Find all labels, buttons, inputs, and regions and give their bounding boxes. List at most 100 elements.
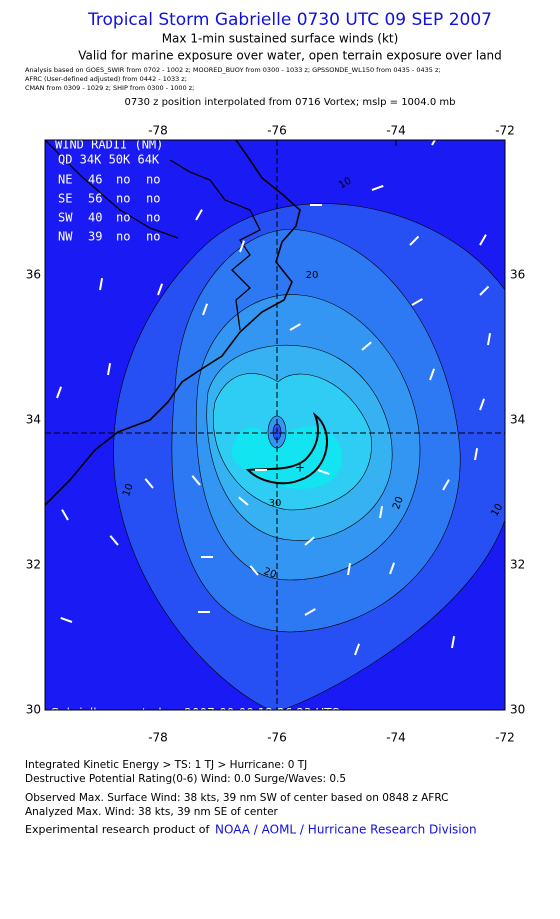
- wind-barb: [195, 209, 203, 221]
- wind-barb: [371, 184, 384, 191]
- wind-barb: [474, 448, 479, 461]
- radii-cell: 39: [88, 230, 102, 244]
- radii-cell: NE: [58, 173, 72, 187]
- lon-tick-label: -74: [386, 731, 406, 745]
- wind-radii-table: WIND RADII (NM) QD 34K 50K 64K NE 46 no no S…: [55, 138, 163, 244]
- radii-cell: NW: [58, 230, 73, 244]
- wind-barb: [431, 140, 437, 146]
- radii-cell: no: [116, 211, 130, 225]
- radii-cell: no: [146, 211, 160, 225]
- contour-label: 30: [269, 498, 282, 509]
- contour-label: 20: [391, 495, 406, 511]
- contour-label: 20: [306, 270, 319, 281]
- wind-barb: [191, 475, 201, 486]
- radii-header: QD 34K 50K 64K: [58, 153, 160, 167]
- lat-tick-label: 36: [26, 268, 41, 282]
- wind-barb: [361, 341, 372, 351]
- lon-tick-label: -78: [148, 731, 168, 745]
- title: Tropical Storm Gabrielle 0730 UTC 09 SEP…: [87, 10, 492, 30]
- center-mark: +: [295, 461, 305, 475]
- lat-tick-label: 36: [510, 268, 525, 282]
- lon-tick-label: -76: [267, 124, 287, 138]
- wind-barb: [107, 363, 112, 376]
- contour-label: 10: [489, 502, 505, 519]
- credit: Gabrielle - created on 2007-09-09 12:26:…: [50, 706, 339, 720]
- position-note: 0730 z position interpolated from 0716 V…: [125, 97, 456, 108]
- wind-barb: [239, 240, 246, 253]
- wind-barbs: [56, 140, 492, 656]
- wind-barb: [409, 235, 420, 246]
- subtitle: Max 1-min sustained surface winds (kt): [162, 32, 399, 46]
- footer-line: Observed Max. Surface Wind: 38 kts, 39 n…: [25, 792, 448, 804]
- wind-barb: [157, 283, 164, 296]
- contour-band: [231, 426, 343, 489]
- source-line: Analysis based on GOES_SWIR from 0702 - …: [25, 66, 441, 74]
- wind-barb: [442, 479, 450, 491]
- lon-tick-label: -78: [148, 124, 168, 138]
- radii-cell: no: [116, 173, 130, 187]
- radii-cell: 40: [88, 211, 102, 225]
- lat-tick-label: 32: [510, 558, 525, 572]
- lon-tick-label: -72: [495, 731, 515, 745]
- lat-tick-label: 34: [510, 413, 525, 427]
- wind-barb: [411, 298, 423, 306]
- wind-barb: [289, 323, 301, 331]
- radii-cell: no: [146, 173, 160, 187]
- wind-barb: [451, 636, 456, 649]
- coastline: [45, 140, 301, 506]
- map-frame: [44, 139, 506, 711]
- wind-barb: [249, 565, 259, 576]
- wind-barb: [304, 536, 315, 546]
- coastline: [169, 159, 261, 331]
- wind-barb: [479, 398, 486, 411]
- radii-cell: no: [116, 230, 130, 244]
- lon-tick-label: -74: [386, 124, 406, 138]
- contour-label: 20: [262, 566, 278, 581]
- wind-barb: [347, 563, 352, 576]
- contour-30: [245, 412, 328, 485]
- radii-cell: 56: [88, 192, 102, 206]
- map: + WIND RADII (NM) QD 34K 50K 64K NE 46 no n…: [45, 138, 505, 720]
- source-line: AFRC (User-defined adjusted) from 0442 -…: [25, 75, 187, 83]
- source-line: CMAN from 0309 - 1029 z; SHIP from 0300 …: [25, 84, 194, 92]
- lat-tick-label: 30: [510, 703, 525, 717]
- valid-note: Valid for marine exposure over water, op…: [78, 49, 502, 63]
- lat-tick-label: 32: [26, 558, 41, 572]
- wind-barb: [304, 608, 316, 616]
- wind-barb: [479, 285, 490, 296]
- wind-barb: [144, 478, 154, 489]
- wind-barb: [389, 562, 396, 575]
- lon-tick-label: -72: [495, 124, 515, 138]
- radii-title: WIND RADII (NM): [55, 138, 163, 152]
- coastline: [45, 140, 179, 239]
- footer-line: Analyzed Max. Wind: 38 kts, 39 nm SE of …: [25, 806, 279, 818]
- wind-barb: [61, 509, 69, 521]
- product-link[interactable]: NOAA / AOML / Hurricane Research Divisio…: [215, 823, 477, 837]
- wind-barb: [479, 234, 487, 246]
- radii-cell: 46: [88, 173, 102, 187]
- wind-barb: [487, 333, 492, 346]
- wind-barb: [317, 469, 330, 476]
- radii-cell: no: [116, 192, 130, 206]
- radii-cell: no: [146, 192, 160, 206]
- wind-barb: [238, 496, 249, 506]
- footer-line: Integrated Kinetic Energy > TS: 1 TJ > H…: [25, 759, 307, 771]
- lat-tick-label: 34: [26, 413, 41, 427]
- wind-barb: [109, 535, 119, 546]
- wind-barb: [429, 368, 436, 381]
- footer-line: Destructive Potential Rating(0-6) Wind: …: [25, 773, 346, 785]
- radii-cell: no: [146, 230, 160, 244]
- wind-barb: [379, 506, 384, 519]
- wind-barb: [202, 303, 209, 316]
- product-note: Experimental research product of: [25, 823, 210, 836]
- wind-barb: [56, 386, 63, 399]
- wind-barb: [60, 616, 73, 623]
- wind-barb: [99, 278, 104, 291]
- lon-tick-label: -76: [267, 731, 287, 745]
- radii-cell: SW: [58, 211, 73, 225]
- lat-tick-label: 30: [26, 703, 41, 717]
- radii-cell: SE: [58, 192, 72, 206]
- contour-label: 10: [121, 482, 136, 498]
- wind-barb: [354, 643, 361, 656]
